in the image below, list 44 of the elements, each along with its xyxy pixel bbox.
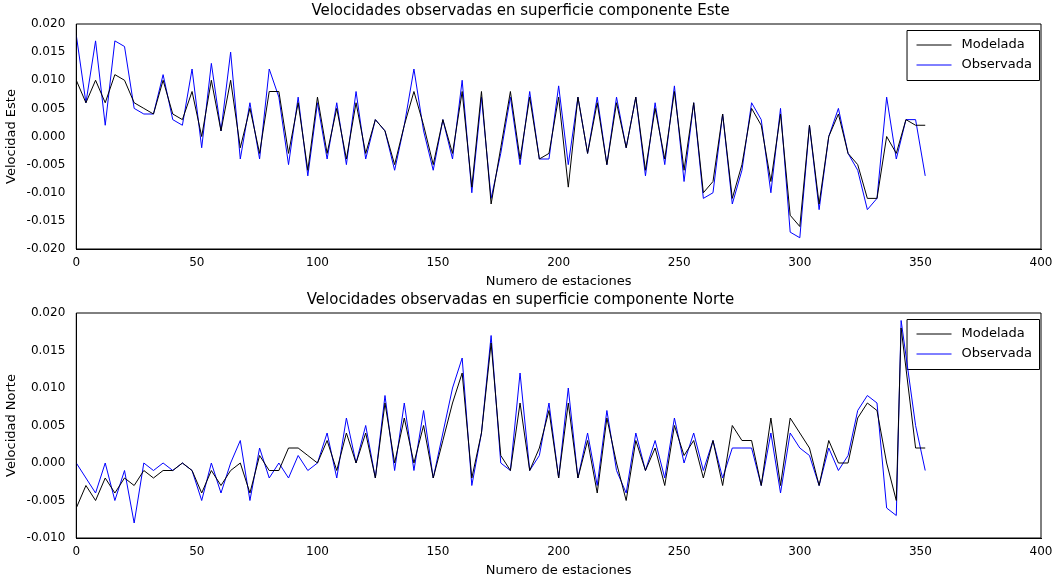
y-axis-title: Velocidad Norte	[3, 374, 19, 477]
y-tick-label: -0.020	[26, 241, 66, 256]
legend-label: Observada	[961, 345, 1033, 361]
x-tick-label: 100	[306, 544, 329, 559]
y-axis-title: Velocidad Este	[3, 89, 19, 184]
chart-title: Velocidades observadas en superficie componente Este	[311, 0, 730, 19]
y-tick-label: -0.005	[26, 156, 66, 171]
y-tick-label: 0.010	[30, 72, 66, 87]
y-tick-label: 0.015	[30, 44, 66, 59]
x-tick-label: 150	[426, 544, 450, 559]
x-tick-label: 400	[1029, 255, 1053, 270]
x-tick-label: 250	[667, 255, 691, 270]
x-axis-title: Numero de estaciones	[485, 561, 632, 577]
x-tick-label: 200	[547, 255, 571, 270]
x-tick-label: 100	[306, 255, 329, 270]
y-tick-label: 0.020	[30, 16, 66, 31]
y-tick-label: -0.010	[26, 530, 66, 545]
legend-label: Modelada	[961, 36, 1025, 52]
y-tick-label: 0.000	[30, 128, 66, 143]
y-tick-label: 0.020	[30, 305, 66, 320]
y-tick-label: 0.005	[30, 100, 66, 115]
x-axis-title: Numero de estaciones	[485, 272, 632, 288]
legend-label: Modelada	[961, 325, 1025, 341]
x-tick-label: 50	[189, 544, 205, 559]
y-tick-label: 0.010	[30, 380, 66, 395]
x-tick-label: 300	[788, 255, 812, 270]
x-tick-label: 250	[667, 544, 691, 559]
x-tick-label: 400	[1029, 544, 1053, 559]
x-tick-label: 150	[426, 255, 450, 270]
x-tick-label: 0	[72, 255, 81, 270]
legend-label: Observada	[961, 56, 1033, 72]
chart-title: Velocidades observadas en superficie componente Norte	[306, 289, 735, 308]
x-tick-label: 350	[908, 255, 932, 270]
y-tick-label: -0.005	[26, 492, 66, 507]
x-tick-label: 350	[908, 544, 932, 559]
y-tick-label: 0.015	[30, 342, 66, 357]
y-tick-label: 0.000	[30, 455, 66, 470]
x-tick-label: 50	[189, 255, 205, 270]
x-tick-label: 300	[788, 544, 812, 559]
y-tick-label: -0.010	[26, 184, 66, 199]
y-tick-label: 0.005	[30, 417, 66, 432]
x-tick-label: 0	[72, 544, 81, 559]
y-tick-label: -0.015	[26, 213, 66, 227]
x-tick-label: 200	[547, 544, 571, 559]
